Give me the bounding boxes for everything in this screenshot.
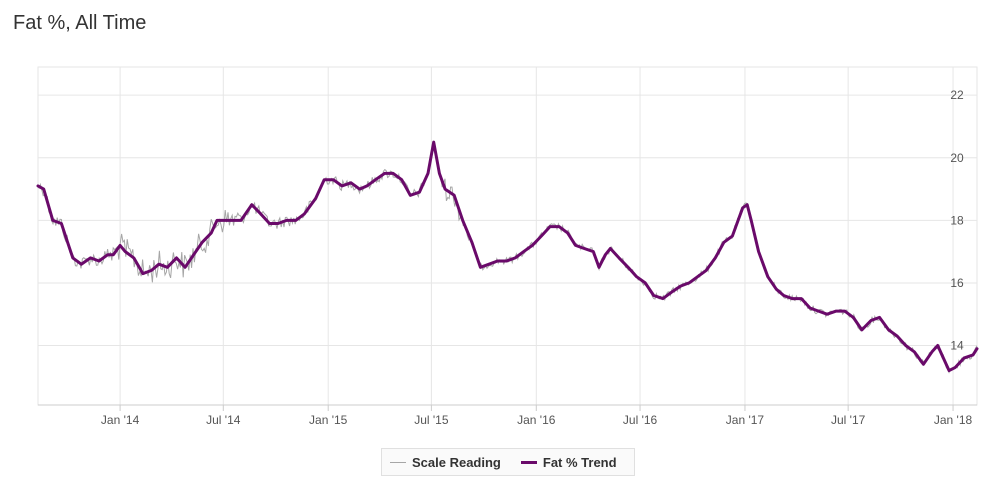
grid-layer [37, 66, 978, 406]
x-tick-label: Jan '18 [934, 413, 973, 427]
x-tick-label: Jul '17 [831, 413, 866, 427]
series-layer [36, 140, 979, 374]
scale-reading-swatch [390, 461, 406, 463]
x-tick-label: Jan '14 [101, 413, 140, 427]
fat-trend-swatch [520, 460, 537, 464]
legend-label-scale-reading: Scale Reading [412, 454, 501, 470]
x-tick-label: Jul '15 [414, 413, 449, 427]
legend-item-fat-trend[interactable]: Fat % Trend [520, 454, 617, 470]
axis-layer [38, 404, 977, 411]
fat-trend-line [36, 140, 979, 373]
x-tick-label: Jul '14 [206, 413, 241, 427]
y-tick-label: 18 [950, 213, 964, 227]
x-tick-label: Jul '16 [623, 413, 658, 427]
x-tick-label: Jan '15 [309, 413, 348, 427]
y-tick-label: 14 [950, 339, 964, 353]
legend-item-scale-reading[interactable]: Scale Reading [390, 455, 501, 470]
y-tick-label: 22 [950, 88, 964, 102]
y-tick-label: 20 [950, 151, 964, 165]
x-tick-label: Jan '16 [517, 413, 556, 427]
plot-frame [37, 66, 978, 406]
label-layer: 14 16 18 20 22 Jan '14 Jul '14 Jan '15 Jul '15 Ja… [101, 88, 973, 427]
scale-reading-line [38, 144, 978, 374]
x-tick-label: Jan '17 [726, 413, 765, 427]
legend: Scale Reading Fat % Trend [381, 448, 635, 476]
legend-label-fat-trend: Fat % Trend [542, 454, 617, 470]
y-tick-label: 16 [950, 276, 964, 290]
chart-title: Fat %, All Time [13, 12, 147, 34]
